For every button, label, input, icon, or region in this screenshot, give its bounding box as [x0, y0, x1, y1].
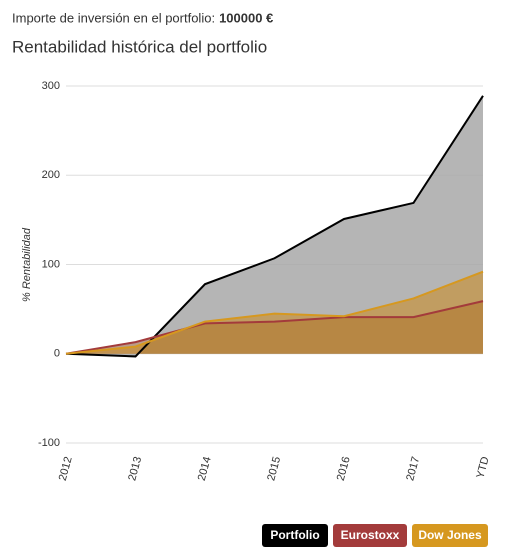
legend-swatch[interactable] — [412, 524, 488, 547]
legend-swatch[interactable] — [262, 524, 328, 547]
x-tick-label: 2014 — [196, 455, 214, 482]
investment-label: Importe de inversión en el portfolio: — [12, 10, 215, 25]
x-tick-label: 2016 — [335, 455, 353, 482]
area — [66, 95, 483, 357]
legend-label[interactable]: Eurostoxx — [341, 528, 400, 542]
line — [65, 95, 484, 358]
line — [65, 300, 484, 355]
x-tick-label: 2015 — [265, 455, 283, 482]
investment-amount: 100000 € — [219, 10, 273, 25]
x-tick-label: YTD — [474, 455, 491, 479]
y-tick-label: -100 — [38, 437, 60, 449]
y-tick-label: 200 — [42, 169, 60, 181]
y-tick-label: 100 — [42, 258, 60, 270]
legend-label[interactable]: Portfolio — [270, 528, 319, 542]
x-tick-label: 2012 — [57, 455, 75, 482]
area — [66, 271, 483, 354]
y-tick-label: 300 — [42, 80, 60, 92]
y-axis-label: % Rentabilidad — [21, 227, 33, 302]
legend-swatch[interactable] — [333, 524, 407, 547]
y-tick-label: 0 — [54, 348, 60, 360]
x-tick-label: 2017 — [404, 455, 422, 482]
legend-label[interactable]: Dow Jones — [418, 528, 482, 542]
chart-title: Rentabilidad histórica del portfolio — [12, 37, 267, 56]
x-tick-label: 2013 — [126, 455, 144, 482]
line — [65, 270, 484, 355]
